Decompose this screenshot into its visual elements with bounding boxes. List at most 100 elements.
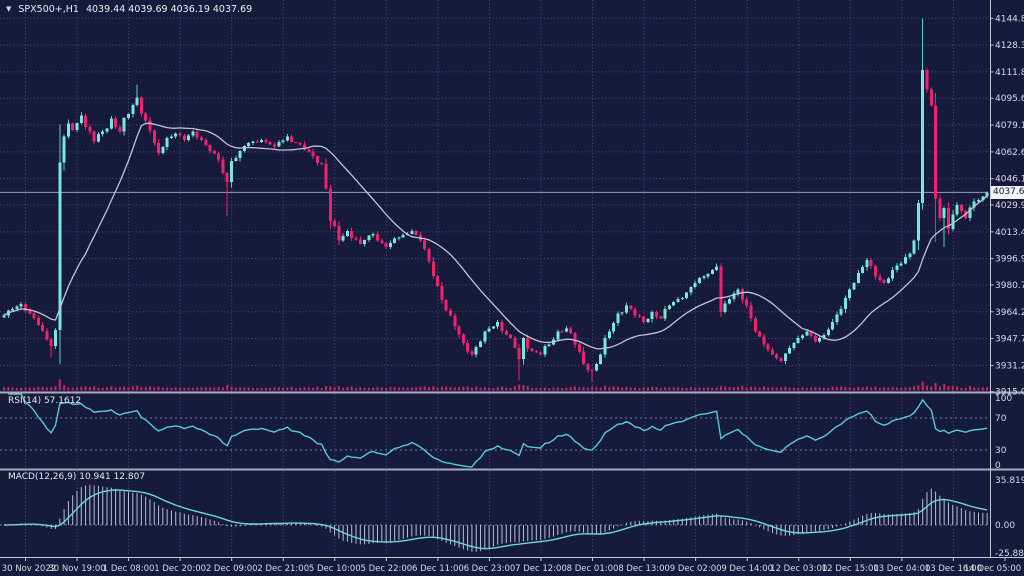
volume-bar [599,387,602,391]
volume-bars [3,379,989,391]
symbol-period-label: SPX500+,H1 [18,4,79,15]
time-axis-label: 6 Dec 23:00 [464,564,516,574]
price-axis-label: 4079.10 [995,121,1024,131]
candle-body [667,305,671,309]
candle-body [71,123,75,131]
volume-bar [513,386,516,391]
candle-body [955,204,959,215]
volume-bar [526,385,529,391]
volume-bar [737,386,740,391]
volume-bar [689,386,692,391]
volume-bar [101,387,104,391]
candle-body [315,156,319,164]
volume-bar [71,387,74,391]
volume-bar [702,387,705,391]
volume-bar [973,387,976,391]
price-axis-label: 4128.30 [995,41,1024,51]
candle-body [586,364,590,370]
candle-body [28,310,32,314]
volume-bar [355,388,358,391]
candle-body [54,329,58,347]
rsi-axis-label: 100 [995,394,1012,404]
candle-body [852,282,856,290]
candle-body [354,237,358,240]
candle-body [268,141,272,145]
candle-body [607,331,611,339]
volume-bar [294,388,297,391]
volume-bar [97,387,100,391]
macd-indicator-label: MACD(12,26,9) 10.941 12.807 [8,472,146,482]
volume-bar [492,388,495,391]
candle-body [208,144,212,152]
volume-bar [715,387,718,391]
volume-bar [518,384,521,391]
volume-bar [488,387,491,391]
volume-bar [63,385,66,391]
macd-axis-labels: 35.819 0.00 -25.888 [995,476,1024,559]
candle-body [242,145,246,152]
volume-bar [728,387,731,391]
candle-body [199,137,203,140]
volume-bar [861,387,864,391]
volume-bar [780,387,783,391]
price-axis-label: 3964.20 [995,308,1024,318]
rsi-axis-label: 30 [995,446,1007,456]
price-axis-label: 4144.80 [995,14,1024,24]
candle-body [182,135,186,140]
candle-body [225,172,229,183]
symbol-dropdown-icon[interactable]: ▼ [6,5,12,13]
volume-bar [251,388,254,391]
candle-body [350,230,354,238]
candle-body [109,118,113,129]
volume-bar [174,387,177,391]
volume-bar [586,387,589,391]
volume-bar [874,386,877,391]
candle-body [775,354,779,359]
volume-bar [685,387,688,391]
volume-bar [552,387,555,391]
candle-body [749,305,753,319]
volume-bar [840,386,843,391]
volume-bar [333,387,336,391]
time-axis-label: 6 Dec 11:00 [412,564,464,574]
volume-bar [741,385,744,391]
candle-body [333,221,337,226]
volume-bar [350,386,353,391]
volume-bar [604,385,607,391]
volume-bar [479,387,482,391]
candle-body [126,113,130,119]
volume-bar [402,387,405,391]
volume-bar [724,386,727,391]
volume-bar [878,387,881,391]
price-axis-label: 3947.70 [995,335,1024,345]
candle-body [504,330,508,335]
candle-body [461,334,465,343]
time-axis-label: 2 Dec 09:00 [206,564,258,574]
volume-bar [810,387,813,391]
volume-bar [337,386,340,391]
price-axis-label: 4029.90 [995,201,1024,211]
volume-bar [857,387,860,391]
volume-bar [239,387,242,391]
volume-bar [312,387,315,391]
macd-axis-label: -25.888 [995,549,1024,559]
candle-body [401,234,405,238]
candle-body [277,142,281,147]
candle-body [75,123,79,131]
volume-bar [93,386,96,391]
volume-bar [144,387,147,391]
volume-bar [925,385,928,391]
candle-body [719,266,723,313]
volume-bar [67,387,70,391]
price-axis-labels: 4144.80 4128.30 4111.80 4095.60 4079.10 4062.… [990,14,1024,398]
volume-bar [299,387,302,391]
candle-body [904,256,908,264]
volume-bar [436,387,439,391]
candle-body [934,105,938,199]
candle-body [367,235,371,241]
candle-body [345,230,349,237]
volume-bar [642,387,645,391]
candle-body [474,346,478,355]
price-axis-label: 4095.60 [995,94,1024,104]
